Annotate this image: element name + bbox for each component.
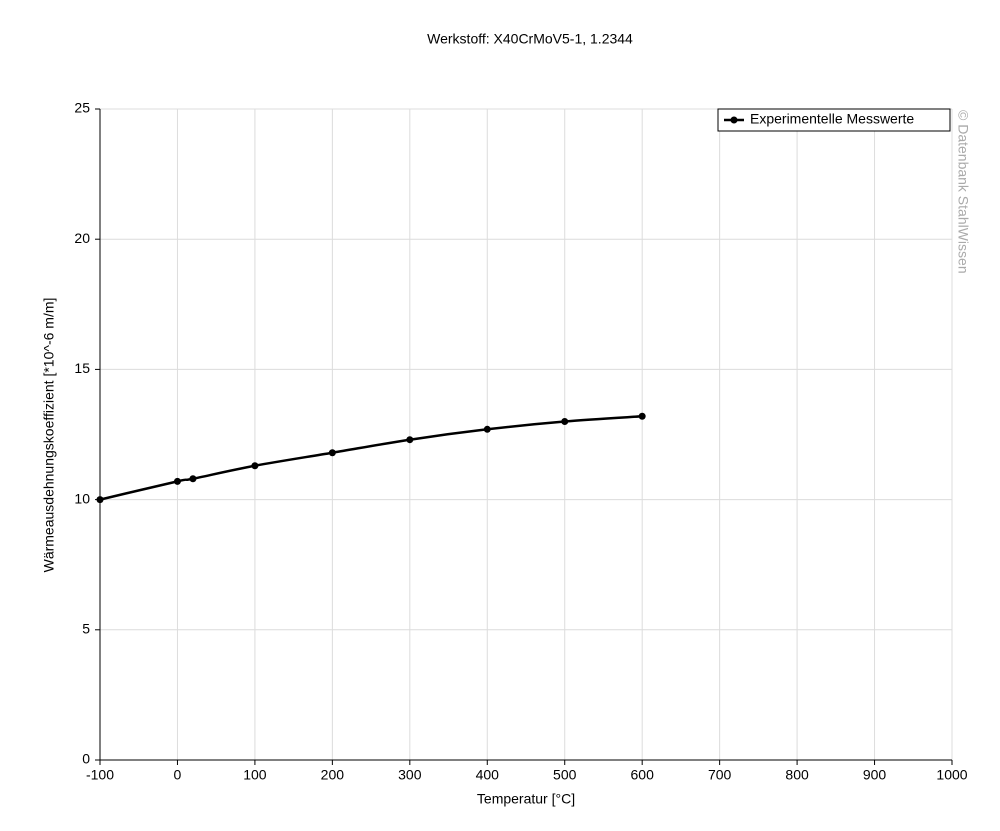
x-tick-label: 1000 <box>936 767 967 783</box>
x-tick-label: -100 <box>86 767 114 783</box>
series-line <box>99 415 643 501</box>
x-tick-label: 300 <box>398 767 422 783</box>
y-tick-label: 0 <box>82 751 90 767</box>
data-point <box>189 475 197 483</box>
y-tick-label: 20 <box>74 230 90 246</box>
chart-title: Werkstoff: X40CrMoV5-1, 1.2344 <box>427 31 633 47</box>
data-point <box>638 412 646 420</box>
y-tick-label: 5 <box>82 621 90 637</box>
x-tick-label: 100 <box>243 767 267 783</box>
y-tick-label: 25 <box>74 100 90 116</box>
data-point <box>328 449 336 457</box>
x-tick-label: 500 <box>553 767 577 783</box>
data-point <box>406 436 414 444</box>
data-point <box>96 496 104 504</box>
x-tick-label: 800 <box>785 767 809 783</box>
x-tick-label: 200 <box>321 767 345 783</box>
y-tick-label: 15 <box>74 360 90 376</box>
y-tick-label: 10 <box>74 490 90 506</box>
x-tick-label: 700 <box>708 767 732 783</box>
watermark: © Datenbank StahlWissen <box>955 110 971 274</box>
legend-box <box>717 108 951 132</box>
x-tick-label: 900 <box>863 767 887 783</box>
data-point <box>251 462 259 470</box>
legend-marker <box>730 116 738 124</box>
data-point <box>561 417 569 425</box>
data-point <box>483 425 491 433</box>
y-axis-label: Wärmeausdehnungskoeffizient [*10^-6 m/m] <box>41 298 57 573</box>
legend-label: Experimentelle Messwerte <box>750 111 914 127</box>
x-axis-label: Temperatur [°C] <box>477 791 575 807</box>
x-tick-label: 600 <box>631 767 655 783</box>
x-tick-label: 400 <box>476 767 500 783</box>
data-point <box>173 477 181 485</box>
x-tick-label: 0 <box>174 767 182 783</box>
